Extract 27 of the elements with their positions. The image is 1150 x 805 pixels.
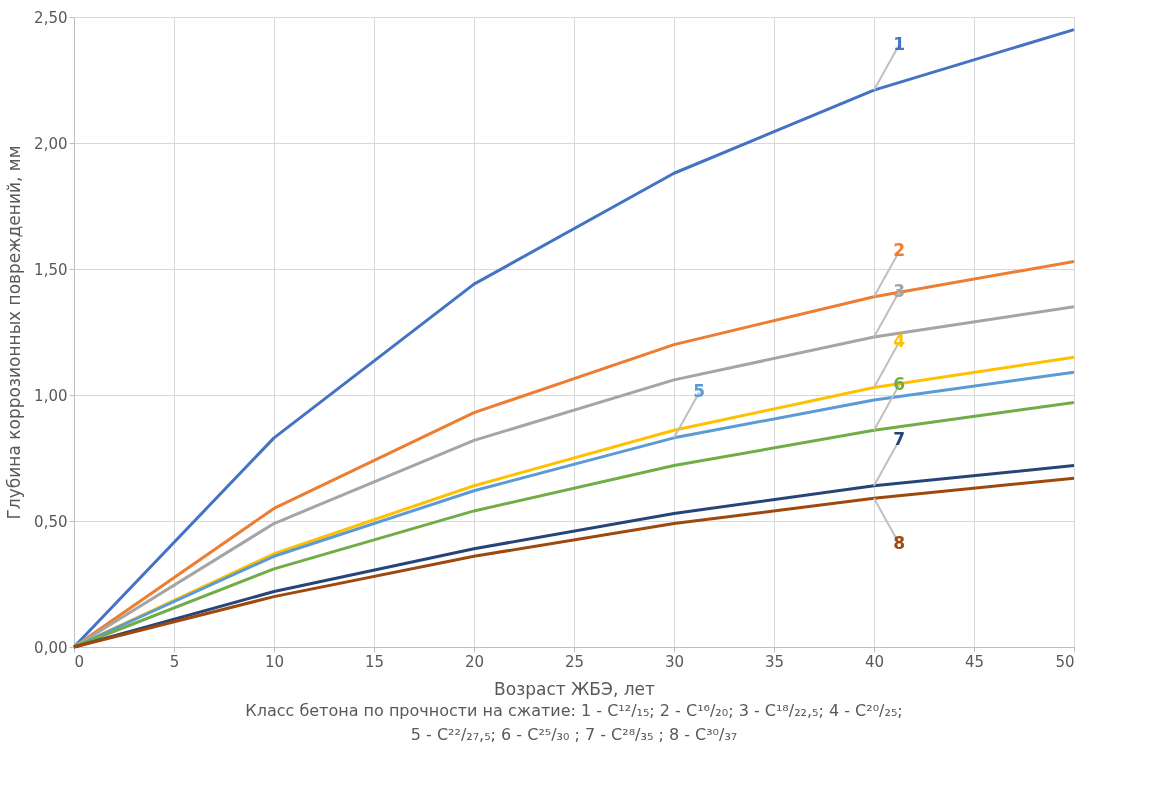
x-tick-label: 25: [564, 652, 585, 671]
x-tick-label: 15: [364, 652, 385, 671]
x-tick-label: 45: [964, 652, 985, 671]
series-label: 7: [893, 429, 906, 450]
text: Класс бетона по прочности на сжатие: 1 - C¹²/₁₅; 2 - C¹⁶/₂₀; 3 - C¹⁸/₂₂,₅; 4 - C²⁰/₂₅;: [245, 701, 903, 720]
y-axis-title: Глубина коррозионных повреждений, мм: [4, 145, 25, 520]
y-tick-label: 1,50: [34, 260, 68, 279]
x-tick-label: 35: [764, 652, 785, 671]
y-tick-label: 2,50: [34, 8, 68, 27]
series-label: 4: [893, 331, 906, 352]
x-tick-label: 20: [464, 652, 485, 671]
y-tick-label: 0,00: [34, 638, 68, 657]
text: 5 - C²²/₂₇,₅; 6 - C²⁵/₃₀ ; 7 - C²⁸/₃₅ ; 8 - C³⁰/₃₇: [410, 725, 738, 744]
text: 8: [893, 532, 906, 553]
x-axis-title: Возраст ЖБЭ, лет: [494, 678, 656, 699]
series-label: 1: [893, 33, 906, 54]
y-tick-label: 1,00: [34, 386, 68, 405]
y-tick-label: 0,50: [34, 512, 68, 531]
x-tick-label: 30: [664, 652, 685, 671]
series-label: 2: [893, 240, 906, 261]
series-label: 5: [693, 381, 706, 402]
x-tick-label: 40: [864, 652, 885, 671]
x-tick-label: 10: [264, 652, 285, 671]
x-tick-label: 5: [169, 652, 180, 671]
y-tick-label: 2,00: [34, 134, 68, 153]
x-tick-label: 50: [1055, 652, 1075, 671]
x-tick-label: 0: [74, 652, 85, 671]
